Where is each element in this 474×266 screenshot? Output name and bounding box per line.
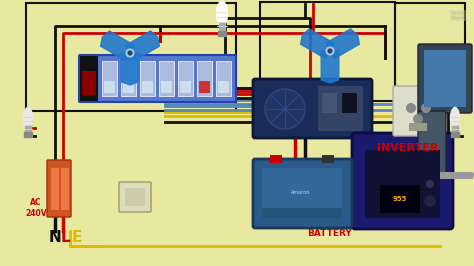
Text: INVERTER: INVERTER <box>377 143 439 153</box>
Ellipse shape <box>24 107 33 128</box>
Bar <box>61 168 69 210</box>
Bar <box>26 3 236 111</box>
Bar <box>125 188 145 206</box>
Bar <box>142 81 153 93</box>
FancyArrow shape <box>321 51 339 83</box>
FancyArrow shape <box>326 29 359 59</box>
Bar <box>451 132 459 137</box>
Bar <box>342 93 357 113</box>
Bar <box>123 81 134 93</box>
FancyArrow shape <box>301 29 334 59</box>
Bar <box>24 132 32 137</box>
Text: L: L <box>60 231 70 246</box>
FancyBboxPatch shape <box>253 79 372 138</box>
Bar <box>418 172 473 179</box>
Bar <box>318 86 363 131</box>
FancyBboxPatch shape <box>47 160 71 217</box>
Text: BATTERY: BATTERY <box>308 230 352 239</box>
Bar <box>159 61 174 96</box>
FancyBboxPatch shape <box>418 111 446 173</box>
Bar <box>322 155 334 163</box>
Bar <box>25 126 31 133</box>
Bar <box>218 31 227 36</box>
Circle shape <box>426 180 434 188</box>
Bar <box>365 150 440 218</box>
Bar <box>178 61 193 96</box>
FancyArrow shape <box>100 31 135 61</box>
Text: Circuit
Digest: Circuit Digest <box>452 11 465 20</box>
Text: N: N <box>49 231 61 246</box>
FancyBboxPatch shape <box>119 182 151 212</box>
Bar <box>80 56 98 101</box>
Bar <box>409 123 427 131</box>
Bar <box>216 61 231 96</box>
Bar <box>180 81 191 93</box>
Bar <box>260 2 395 101</box>
FancyArrow shape <box>121 53 139 85</box>
Bar <box>161 81 172 93</box>
Circle shape <box>406 103 416 113</box>
Bar <box>140 61 155 96</box>
Circle shape <box>128 51 132 55</box>
Bar <box>262 168 342 218</box>
Bar <box>219 23 225 32</box>
Bar <box>218 81 229 93</box>
Bar <box>262 208 342 218</box>
Bar <box>121 61 136 96</box>
Bar <box>197 61 212 96</box>
Circle shape <box>326 47 334 55</box>
FancyBboxPatch shape <box>79 55 236 102</box>
Bar <box>199 81 210 93</box>
FancyBboxPatch shape <box>352 133 453 229</box>
Ellipse shape <box>450 107 459 128</box>
Circle shape <box>126 49 134 57</box>
Ellipse shape <box>473 171 474 180</box>
Bar <box>102 61 117 96</box>
Circle shape <box>413 114 423 124</box>
Bar <box>395 3 465 111</box>
Bar <box>82 71 96 95</box>
Bar <box>322 93 337 113</box>
Ellipse shape <box>217 1 228 26</box>
Bar <box>452 126 458 133</box>
Circle shape <box>424 195 436 207</box>
Text: E: E <box>72 231 82 246</box>
FancyBboxPatch shape <box>418 44 472 113</box>
FancyBboxPatch shape <box>253 159 352 228</box>
Bar <box>51 168 59 210</box>
Bar <box>270 155 282 163</box>
Bar <box>104 81 115 93</box>
Bar <box>424 50 466 107</box>
FancyBboxPatch shape <box>393 86 445 136</box>
Text: Amaron: Amaron <box>292 190 310 196</box>
Bar <box>380 185 420 213</box>
FancyArrow shape <box>126 31 159 61</box>
Circle shape <box>265 89 305 129</box>
Circle shape <box>421 103 431 113</box>
Text: 955: 955 <box>393 196 407 202</box>
Text: AC
240V: AC 240V <box>25 198 47 218</box>
Circle shape <box>328 49 332 53</box>
